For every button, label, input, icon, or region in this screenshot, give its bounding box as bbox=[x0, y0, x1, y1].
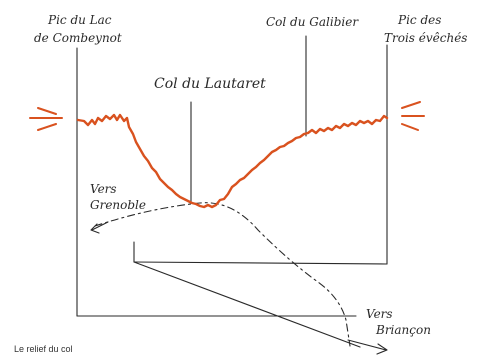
relief-profile-line bbox=[76, 113, 389, 209]
left-emphasis-marks-icon bbox=[29, 107, 63, 131]
pic-lac-label-line1: Pic du Lac bbox=[47, 13, 112, 27]
pic-trois-label-line1: Pic des bbox=[397, 13, 441, 27]
briancon-arrow-head-icon bbox=[376, 343, 388, 355]
pic-lac-label-line2: de Combeynot bbox=[34, 31, 122, 45]
pic-trois-label-line2: Trois évêchés bbox=[384, 31, 467, 45]
col-lautaret-label: Col du Lautaret bbox=[154, 76, 266, 92]
grenoble-arrow-line bbox=[91, 221, 109, 231]
road-path bbox=[94, 202, 351, 347]
grenoble-arrow-head-icon bbox=[90, 223, 100, 234]
col-galibier-label: Col du Galibier bbox=[266, 15, 359, 29]
vers-briancon-label-line1: Vers bbox=[366, 307, 393, 321]
vers-briancon-label-line2: Briançon bbox=[375, 323, 431, 337]
valley-diagonal bbox=[133, 261, 361, 348]
figure-caption: Le relief du col bbox=[14, 344, 73, 354]
vers-grenoble-label-line2: Grenoble bbox=[90, 198, 146, 212]
briancon-arrow-line bbox=[347, 339, 387, 351]
base-line-back bbox=[133, 261, 388, 265]
vers-grenoble-label-line1: Vers bbox=[90, 182, 117, 196]
right-emphasis-marks-icon bbox=[401, 101, 425, 131]
